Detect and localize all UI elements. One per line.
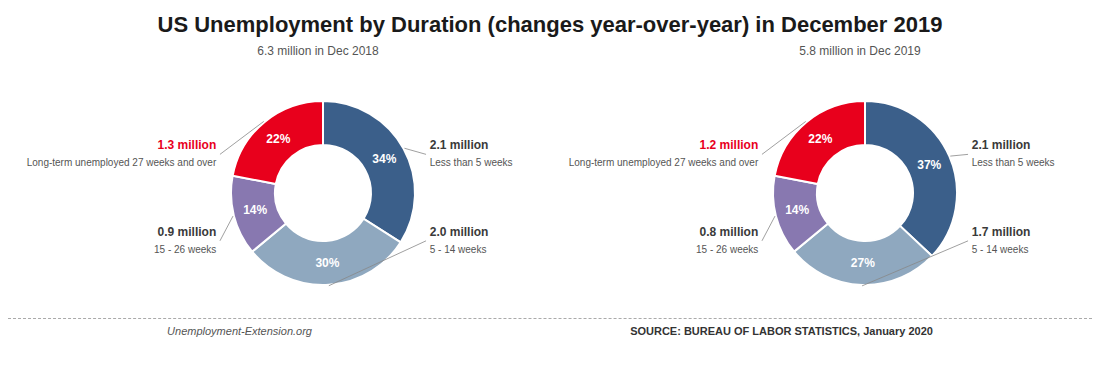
svg-text:1.7 million: 1.7 million [972, 225, 1031, 239]
svg-text:2.1 million: 2.1 million [430, 138, 489, 152]
svg-text:27%: 27% [851, 256, 875, 270]
svg-text:Long-term unemployed 27 weeks: Long-term unemployed 27 weeks and over [569, 157, 759, 168]
svg-text:Long-term unemployed 27 weeks: Long-term unemployed 27 weeks and over [27, 157, 217, 168]
svg-text:5 - 14 weeks: 5 - 14 weeks [430, 244, 487, 255]
svg-text:2.1 million: 2.1 million [972, 138, 1031, 152]
svg-text:30%: 30% [315, 256, 339, 270]
svg-text:1.3 million: 1.3 million [158, 138, 217, 152]
html-text:US Unemployment by Duration (c: US Unemployment by Duration (changes yea… [157, 12, 943, 37]
svg-text:Less than 5 weeks: Less than 5 weeks [430, 157, 513, 168]
svg-text:Less than 5 weeks: Less than 5 weeks [972, 157, 1055, 168]
svg-text:0.9 million: 0.9 million [158, 225, 217, 239]
svg-text:15 - 26 weeks: 15 - 26 weeks [696, 244, 758, 255]
html-text:SOURCE: BUREAU OF LABOR STATIS: SOURCE: BUREAU OF LABOR STATISTICS, Janu… [630, 325, 933, 337]
html-text:6.3 million in Dec 2018: 6.3 million in Dec 2018 [257, 44, 379, 58]
svg-text:22%: 22% [808, 132, 832, 146]
svg-text:5 - 14 weeks: 5 - 14 weeks [972, 244, 1029, 255]
svg-text:1.2 million: 1.2 million [700, 138, 759, 152]
svg-text:22%: 22% [266, 132, 290, 146]
svg-text:0.8 million: 0.8 million [700, 225, 759, 239]
svg-text:34%: 34% [372, 152, 396, 166]
svg-text:37%: 37% [917, 158, 941, 172]
svg-text:15 - 26 weeks: 15 - 26 weeks [154, 244, 216, 255]
svg-text:14%: 14% [785, 203, 809, 217]
html-text:5.8 million in Dec 2019: 5.8 million in Dec 2019 [799, 44, 921, 58]
svg-text:14%: 14% [243, 203, 267, 217]
svg-text:2.0 million: 2.0 million [430, 225, 489, 239]
html-text:Unemployment-Extension.org: Unemployment-Extension.org [167, 325, 312, 337]
